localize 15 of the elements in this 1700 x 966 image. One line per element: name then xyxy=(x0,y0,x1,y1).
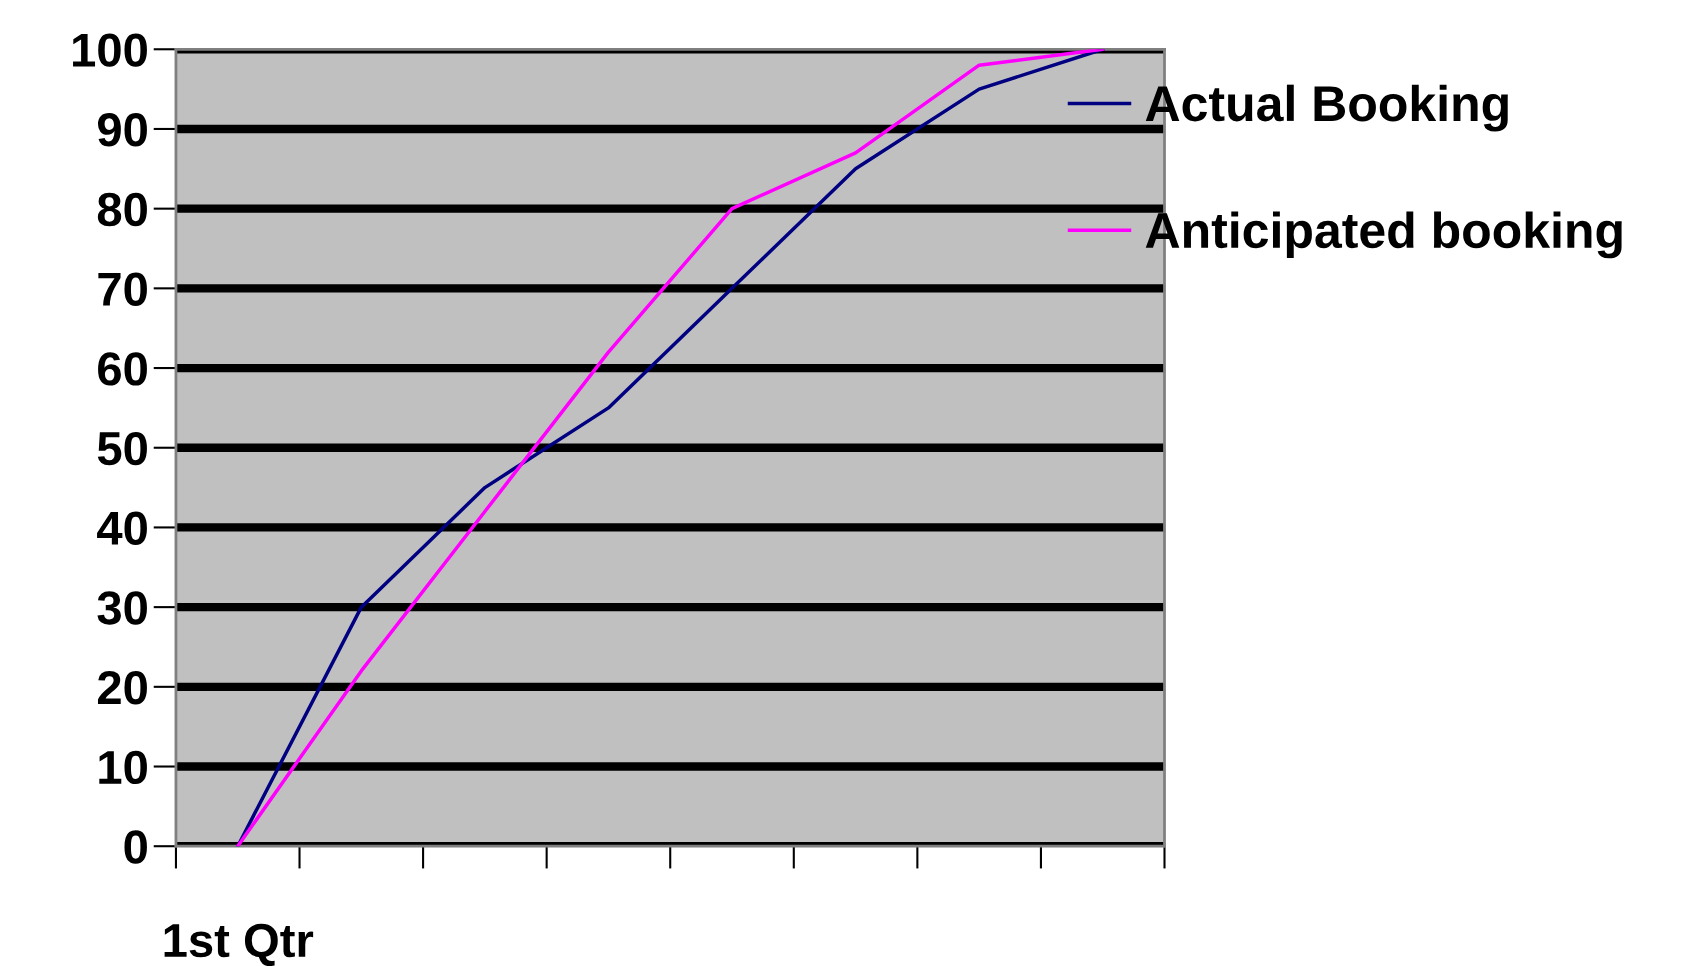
legend-label: Actual Booking xyxy=(1145,84,1508,132)
y-tick-label: 30 xyxy=(97,591,147,625)
y-tick-label: 70 xyxy=(98,272,147,306)
y-tick-label: 60 xyxy=(98,352,147,386)
y-tick-label: 0 xyxy=(124,830,147,864)
x-tick-label: 1st Qtr xyxy=(164,923,314,966)
y-tick-label: 20 xyxy=(97,670,147,705)
y-tick-label: 10 xyxy=(99,750,147,785)
y-tick-label: 50 xyxy=(97,431,147,466)
y-tick-label: 40 xyxy=(97,511,147,546)
y-tick-label: 100 xyxy=(73,33,147,67)
line-series xyxy=(235,49,1105,847)
y-tick-label: 90 xyxy=(97,113,147,147)
legend-label: Anticipated booking xyxy=(1145,211,1622,259)
y-tick-label: 80 xyxy=(97,192,147,227)
